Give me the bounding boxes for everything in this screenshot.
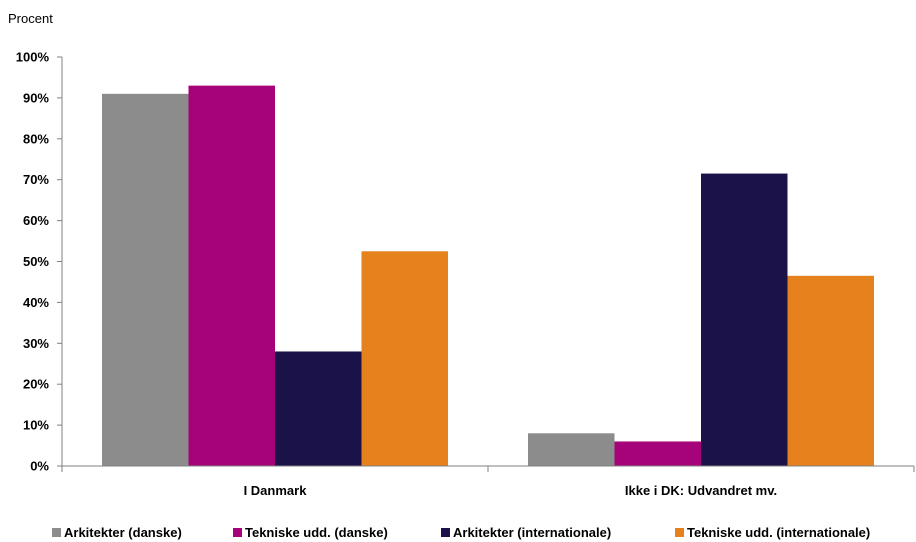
y-tick-label: 70%	[23, 172, 49, 187]
legend-swatch	[441, 528, 450, 537]
legend-swatch	[233, 528, 242, 537]
y-tick-label: 90%	[23, 90, 49, 105]
y-tick-label: 20%	[23, 377, 49, 392]
bar	[614, 441, 701, 466]
y-tick-label: 60%	[23, 213, 49, 228]
y-tick-label: 30%	[23, 336, 49, 351]
legend-swatch	[675, 528, 684, 537]
y-tick-label: 100%	[16, 50, 50, 65]
bar	[361, 251, 448, 466]
y-tick-label: 10%	[23, 418, 49, 433]
bar	[528, 433, 615, 466]
y-tick-label: 80%	[23, 131, 49, 146]
legend-label: Tekniske udd. (danske)	[245, 525, 388, 540]
y-tick-label: 40%	[23, 295, 49, 310]
y-tick-label: 0%	[30, 459, 49, 474]
bar	[188, 85, 275, 466]
legend-label: Arkitekter (danske)	[64, 525, 182, 540]
y-tick-label: 50%	[23, 254, 49, 269]
y-axis-ticks: 0% 10% 20% 30% 40% 50% 60% 70% 80% 90% 100%	[16, 50, 62, 474]
x-axis-categories: I Danmark Ikke i DK: Udvandret mv.	[61, 466, 915, 498]
x-category-label: Ikke i DK: Udvandret mv.	[625, 483, 777, 498]
legend-label: Tekniske udd. (internationale)	[687, 525, 870, 540]
x-category-label: I Danmark	[244, 483, 308, 498]
y-axis-unit-label: Procent	[8, 11, 53, 26]
bar	[787, 275, 874, 466]
legend-label: Arkitekter (internationale)	[453, 525, 611, 540]
bars	[102, 85, 874, 466]
bar	[102, 93, 189, 466]
bar	[701, 173, 788, 466]
legend: Arkitekter (danske) Tekniske udd. (danske…	[52, 525, 870, 540]
bar	[275, 351, 362, 466]
legend-swatch	[52, 528, 61, 537]
